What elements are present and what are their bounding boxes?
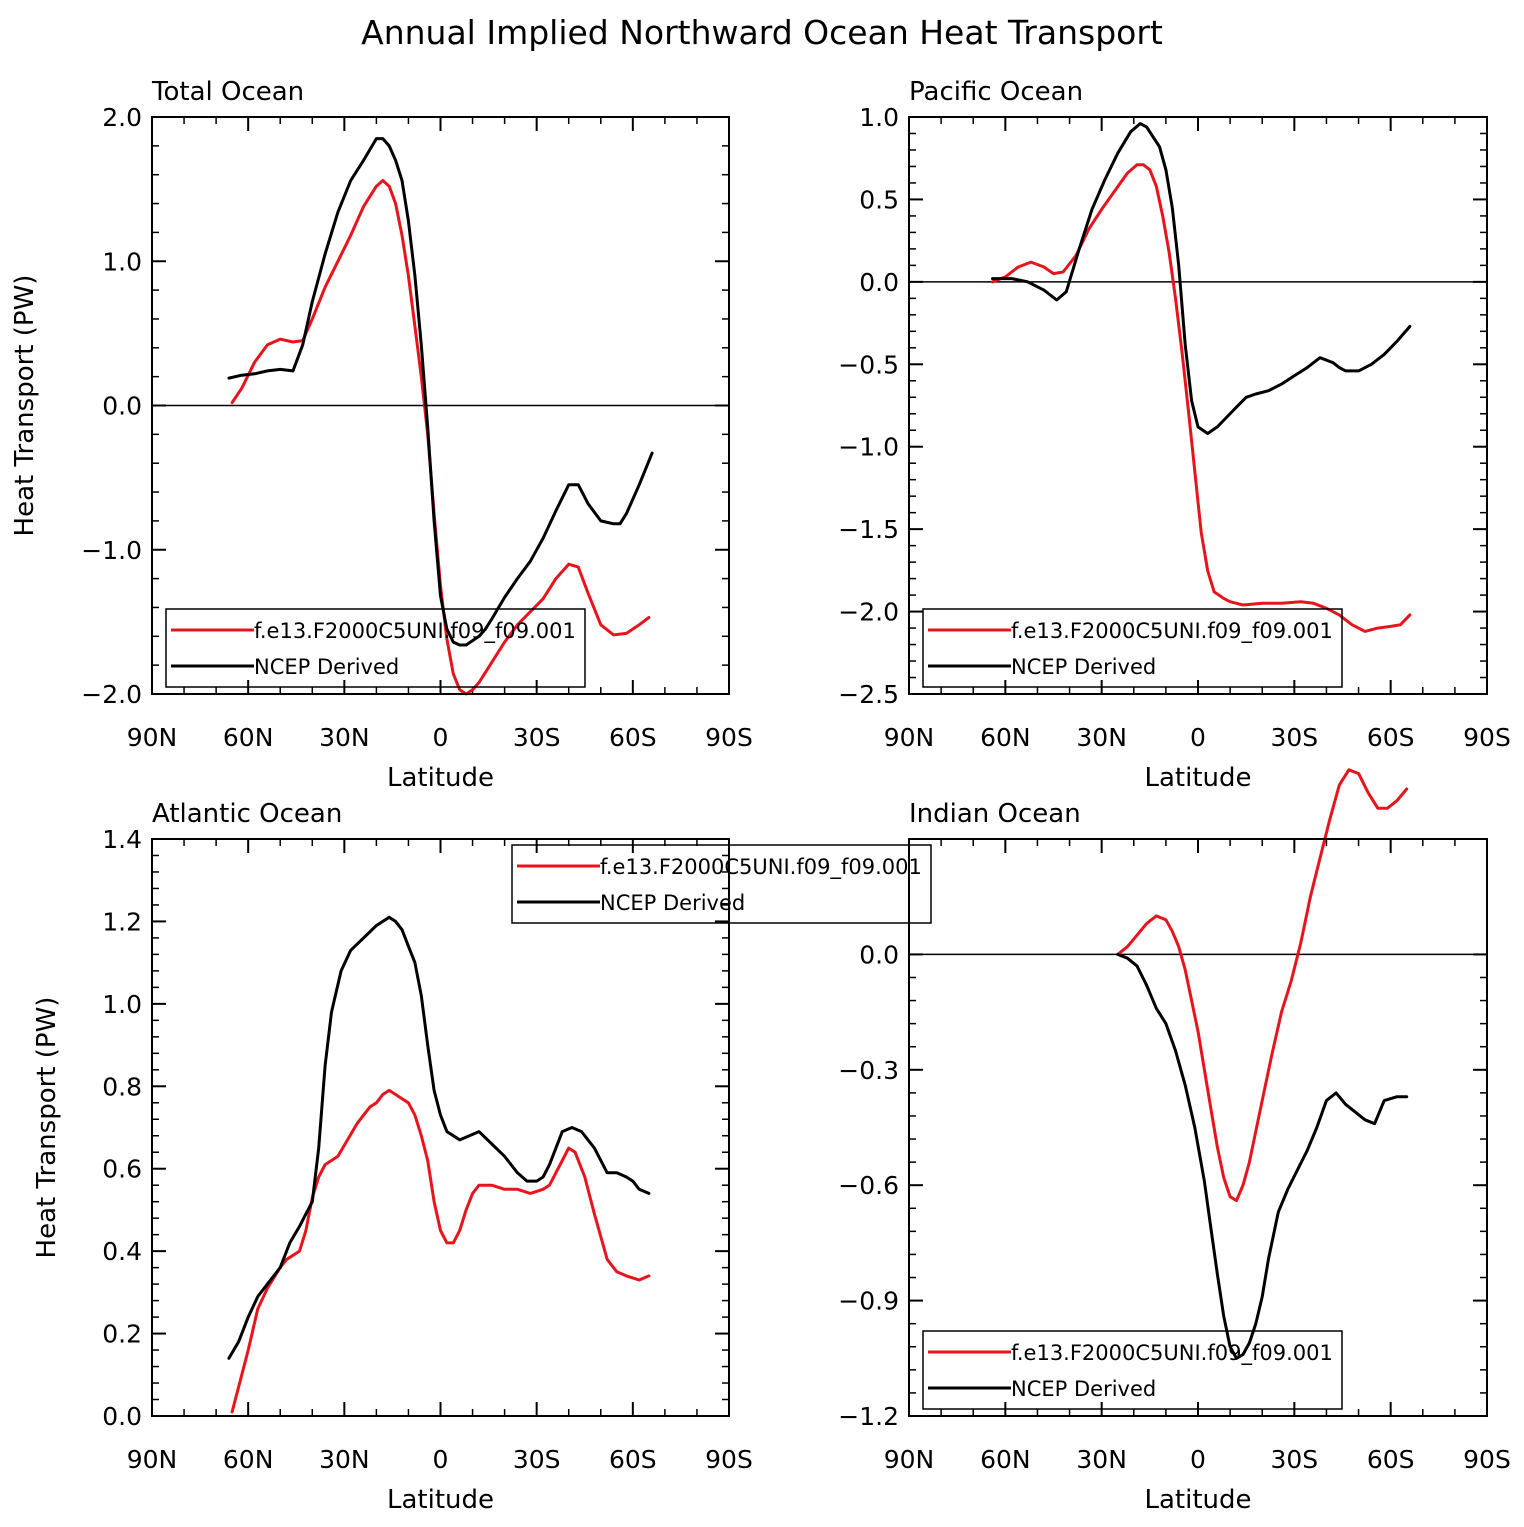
- plot-frame: [908, 116, 1488, 695]
- plot-frame: [908, 838, 1488, 1417]
- x-axis-label: Latitude: [387, 1485, 494, 1515]
- x-tick-label: 0: [433, 1445, 449, 1474]
- legend: f.e13.F2000C5UNI.f09_f09.001 NCEP Derived: [165, 608, 586, 688]
- x-tick-label: 30S: [1270, 723, 1318, 752]
- panel-title: Atlantic Ocean: [152, 799, 342, 829]
- legend-box: [922, 1330, 1343, 1410]
- x-tick-label: 60N: [223, 1445, 274, 1474]
- legend-label-ncep: NCEP Derived: [1011, 655, 1156, 679]
- x-tick-label: 60S: [1367, 1445, 1415, 1474]
- series-line-ncep: [991, 122, 1412, 435]
- y-tick-label: −0.5: [838, 350, 899, 379]
- legend-label-ncep: NCEP Derived: [254, 655, 399, 679]
- y-tick-label: 1.2: [102, 907, 142, 936]
- x-tick-label: 60N: [223, 723, 274, 752]
- x-tick-label: 90N: [884, 1445, 935, 1474]
- y-tick-label: 0.0: [859, 268, 899, 297]
- y-axis-label: Heat Transport (PW): [32, 997, 62, 1259]
- series-line-model: [991, 163, 1412, 633]
- y-tick-label: −2.5: [838, 680, 899, 709]
- y-tick-label: −0.3: [838, 1056, 899, 1085]
- x-tick-label: 90S: [1463, 723, 1511, 752]
- panel-total-ocean: Total Ocean −2.0 −1.0 0.0 1.0 2.0 90N 60N 30N 0 30…: [10, 77, 753, 793]
- y-tick-label: −1.0: [838, 433, 899, 462]
- x-tick-label: 60S: [609, 723, 657, 752]
- legend-label-model: f.e13.F2000C5UNI.f09_f09.001: [1011, 619, 1333, 644]
- panels: Total Ocean −2.0 −1.0 0.0 1.0 2.0 90N 60N 30N 0 30…: [10, 77, 1511, 1515]
- y-tick-label: −1.0: [81, 536, 142, 565]
- y-tick-label: 0.0: [859, 940, 899, 969]
- y-tick-label: −1.5: [838, 515, 899, 544]
- legend-box: [922, 608, 1343, 688]
- panel-title: Pacific Ocean: [909, 77, 1083, 107]
- y-tick-label: 0.6: [102, 1155, 142, 1184]
- x-tick-label: 90N: [127, 723, 178, 752]
- y-tick-label: 0.2: [102, 1320, 142, 1349]
- y-tick-label: 0.0: [102, 1402, 142, 1431]
- y-tick-label: −0.6: [838, 1171, 899, 1200]
- y-tick-label: −1.2: [838, 1402, 899, 1431]
- plot-frame: [151, 116, 730, 695]
- x-tick-label: 60S: [609, 1445, 657, 1474]
- series-line-ncep: [227, 137, 654, 647]
- x-tick-label: 90N: [127, 1445, 178, 1474]
- legend-label-model: f.e13.F2000C5UNI.f09_f09.001: [1011, 1341, 1333, 1366]
- x-tick-label: 60N: [980, 1445, 1031, 1474]
- x-tick-label: 30S: [513, 1445, 561, 1474]
- x-tick-label: 90S: [1463, 1445, 1511, 1474]
- panel-atlantic-ocean: Atlantic Ocean 0.0 0.2 0.4 0.6 0.8 1.0 1.2 1.4 90…: [32, 799, 932, 1515]
- series-line-ncep: [227, 915, 651, 1360]
- x-tick-label: 30N: [319, 1445, 370, 1474]
- y-tick-label: 0.8: [102, 1072, 142, 1101]
- x-tick-label: 0: [1190, 1445, 1206, 1474]
- legend-label-ncep: NCEP Derived: [600, 891, 745, 915]
- series-line-model: [230, 179, 651, 696]
- legend: f.e13.F2000C5UNI.f09_f09.001 NCEP Derived: [511, 844, 932, 924]
- x-tick-label: 90S: [705, 723, 753, 752]
- y-tick-label: −2.0: [838, 598, 899, 627]
- series-line-model: [230, 1088, 651, 1414]
- x-tick-label: 30N: [1076, 723, 1127, 752]
- x-tick-label: 30S: [513, 723, 561, 752]
- legend-box: [511, 844, 932, 924]
- legend-box: [165, 608, 586, 688]
- panel-title: Total Ocean: [151, 77, 304, 107]
- y-tick-label: 1.0: [102, 990, 142, 1019]
- y-axis-label: Heat Transport (PW): [10, 275, 40, 537]
- y-tick-label: 2.0: [102, 103, 142, 132]
- legend: f.e13.F2000C5UNI.f09_f09.001 NCEP Derived: [922, 608, 1343, 688]
- x-tick-label: 90S: [705, 1445, 753, 1474]
- y-tick-label: 1.0: [102, 247, 142, 276]
- y-tick-label: 1.4: [102, 825, 142, 854]
- panel-indian-ocean: Indian Ocean −1.2 −0.9 −0.6 −0.3 0.0 90N 60N 30N…: [838, 768, 1511, 1515]
- legend: f.e13.F2000C5UNI.f09_f09.001 NCEP Derived: [922, 1330, 1343, 1410]
- x-tick-label: 30S: [1270, 1445, 1318, 1474]
- series-line-model: [1116, 768, 1409, 1203]
- x-tick-label: 30N: [319, 723, 370, 752]
- y-tick-label: 1.0: [859, 103, 899, 132]
- plot-frame: [151, 838, 730, 1417]
- y-tick-label: −0.9: [838, 1287, 899, 1316]
- x-tick-label: 30N: [1076, 1445, 1127, 1474]
- series-line-ncep: [1116, 952, 1409, 1360]
- y-tick-label: 0.5: [859, 185, 899, 214]
- legend-label-model: f.e13.F2000C5UNI.f09_f09.001: [254, 619, 576, 644]
- legend-label-model: f.e13.F2000C5UNI.f09_f09.001: [600, 855, 922, 880]
- legend-label-ncep: NCEP Derived: [1011, 1377, 1156, 1401]
- x-tick-label: 0: [1190, 723, 1206, 752]
- panel-pacific-ocean: Pacific Ocean −2.5 −2.0 −1.5 −1.0 −0.5 0.0 0.5 1…: [838, 77, 1511, 793]
- y-tick-label: 0.0: [102, 392, 142, 421]
- x-axis-label: Latitude: [1144, 1485, 1251, 1515]
- figure-title: Annual Implied Northward Ocean Heat Tran…: [361, 13, 1163, 52]
- x-tick-label: 90N: [884, 723, 935, 752]
- x-tick-label: 0: [433, 723, 449, 752]
- x-axis-label: Latitude: [1144, 763, 1251, 793]
- x-tick-label: 60S: [1367, 723, 1415, 752]
- x-axis-label: Latitude: [387, 763, 494, 793]
- y-tick-label: −2.0: [81, 680, 142, 709]
- panel-title: Indian Ocean: [909, 799, 1081, 829]
- y-tick-label: 0.4: [102, 1237, 142, 1266]
- x-tick-label: 60N: [980, 723, 1031, 752]
